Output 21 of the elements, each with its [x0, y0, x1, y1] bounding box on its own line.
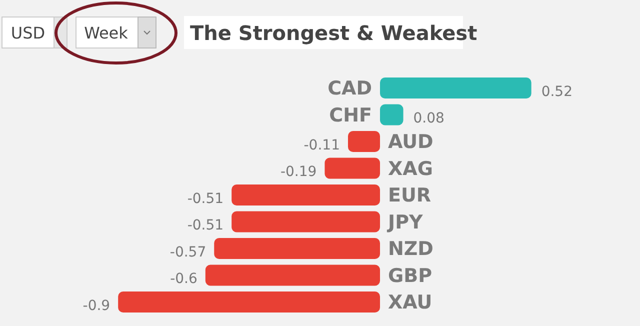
data-label: -0.11 [304, 137, 340, 154]
data-label: -0.51 [187, 218, 224, 234]
y-tick-label: XAG [388, 158, 433, 180]
y-tick-label: NZD [388, 238, 434, 260]
y-tick-label: XAU [388, 292, 432, 314]
y-tick-label: GBP [388, 264, 432, 287]
data-label: 0.52 [541, 84, 572, 100]
y-tick-label: EUR [388, 184, 432, 207]
y-tick-label: AUD [388, 131, 434, 154]
y-tick-label: JPY [386, 211, 423, 234]
data-label: -0.6 [170, 271, 198, 288]
y-tick-label: CHF [329, 104, 372, 126]
chart-title: The Strongest & Weakest [190, 21, 478, 45]
data-label: -0.19 [280, 164, 317, 180]
data-label: -0.9 [82, 298, 110, 314]
data-label: 0.08 [413, 110, 444, 127]
text: Week [84, 24, 129, 43]
text: USD [10, 24, 46, 43]
data-label: -0.51 [187, 190, 224, 207]
data-label: -0.57 [170, 244, 206, 260]
y-tick-label: CAD [328, 78, 372, 100]
